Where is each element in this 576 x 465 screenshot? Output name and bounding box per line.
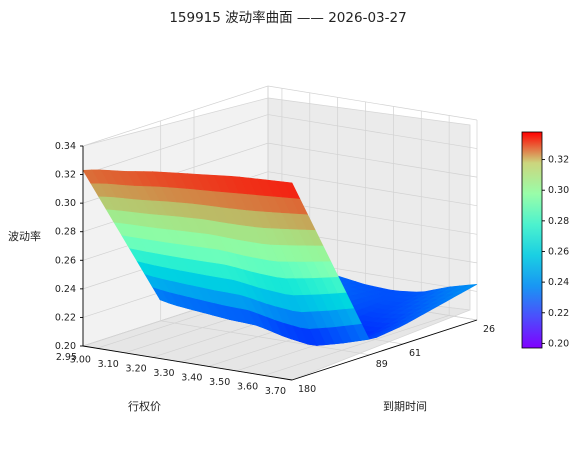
colorbar-tick-label: 0.30 — [548, 185, 569, 196]
y-tick-label: 26 — [483, 324, 495, 335]
x-axis-line — [82, 345, 293, 381]
y-axis-label: 到期时间 — [383, 400, 427, 413]
z-tick-label: 0.26 — [55, 255, 76, 266]
y-tick-label: 89 — [376, 359, 388, 370]
z-tick-label: 0.20 — [55, 341, 76, 352]
z-tick-label: 0.30 — [55, 198, 76, 209]
axes: 0.20 0.22 0.24 0.26 0.28 0.30 0.32 0.34 2.953.00… — [55, 141, 495, 397]
z-axis-label: 波动率 — [8, 229, 41, 243]
colorbar-tick-label: 0.26 — [548, 246, 569, 257]
colorbar-tick-label: 0.22 — [548, 308, 569, 319]
y-axis-line — [291, 319, 478, 381]
colorbar-tick-label: 0.24 — [548, 277, 569, 288]
colorbar-tick-label: 0.28 — [548, 216, 569, 227]
z-tick-label: 0.24 — [55, 284, 76, 295]
x-tick-label: 3.60 — [237, 381, 258, 392]
volatility-surface — [82, 169, 478, 346]
colorbar-tick-label: 0.20 — [548, 338, 569, 349]
x-tick-label: 3.20 — [126, 363, 147, 374]
x-tick-label: 3.40 — [181, 372, 202, 383]
z-tick-label: 0.32 — [55, 170, 76, 181]
x-tick-label: 2.95 — [56, 352, 77, 363]
x-tick-label: 3.70 — [265, 386, 286, 397]
x-tick-label: 3.50 — [209, 377, 230, 388]
chart-title: 159915 波动率曲面 —— 2026-03-27 — [169, 9, 406, 26]
x-tick-label: 3.10 — [98, 359, 119, 370]
x-tick-label: 3.30 — [153, 368, 174, 379]
surface-patch — [82, 169, 100, 184]
colorbar — [521, 131, 543, 349]
z-tick-label: 0.22 — [55, 312, 76, 323]
y-tick-label: 61 — [409, 348, 421, 359]
x-axis-label: 行权价 — [128, 400, 161, 413]
colorbar-ticks: 0.20 0.22 0.24 0.26 0.28 0.30 0.32 — [542, 155, 569, 349]
y-tick-label: 180 — [298, 384, 316, 395]
colorbar-tick-label: 0.32 — [548, 155, 569, 166]
z-tick-label: 0.28 — [55, 227, 76, 238]
z-tick-label: 0.34 — [55, 141, 76, 152]
x-tick-label: 3.00 — [70, 354, 91, 365]
